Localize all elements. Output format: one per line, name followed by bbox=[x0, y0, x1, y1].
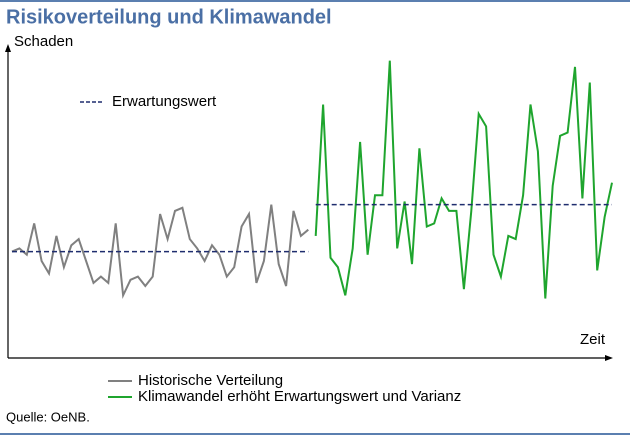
x-arrow bbox=[605, 355, 613, 361]
bottom-border bbox=[0, 433, 630, 435]
y-arrow bbox=[5, 44, 11, 52]
series-line bbox=[11, 204, 309, 300]
y-axis-label: Schaden bbox=[14, 33, 73, 50]
top-border bbox=[0, 0, 630, 2]
legend-label: Klimawandel erhöht Erwartungswert und Va… bbox=[138, 388, 461, 405]
legend-label: Historische Verteilung bbox=[138, 372, 283, 389]
x-axis-label: Zeit bbox=[580, 331, 606, 348]
chart-title: Risikoverteilung und Klimawandel bbox=[6, 6, 332, 28]
legend-label: Erwartungswert bbox=[112, 93, 217, 110]
source: Quelle: OeNB. bbox=[6, 409, 90, 424]
series-line bbox=[314, 60, 613, 299]
